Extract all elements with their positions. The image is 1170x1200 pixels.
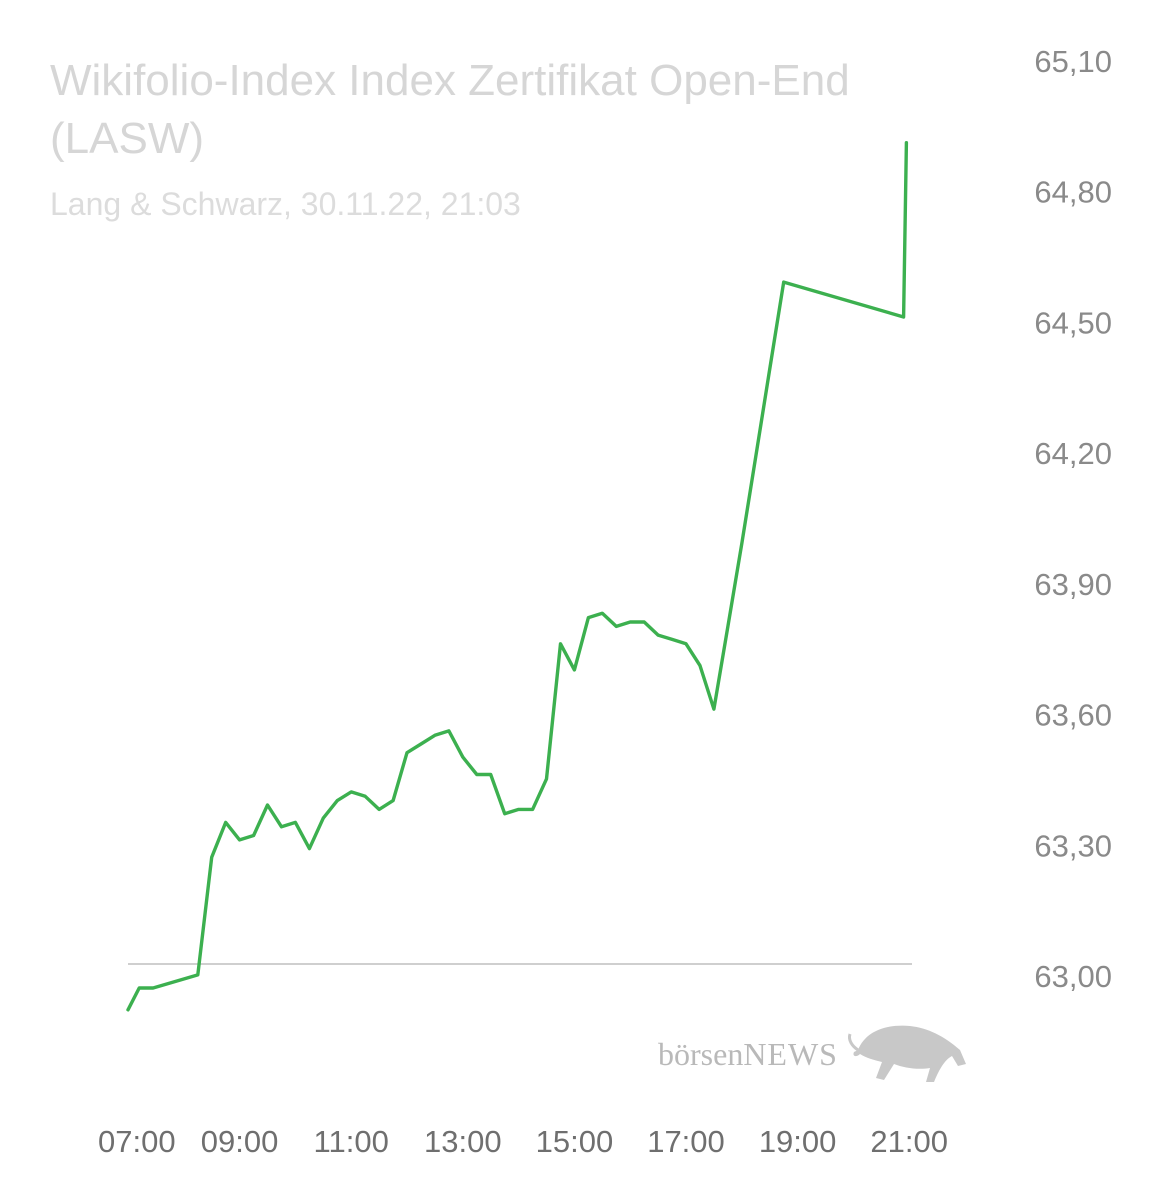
x-tick-label: 21:00 — [870, 1124, 948, 1159]
chart-title: Wikifolio-Index Index Zertifikat Open-En… — [50, 56, 850, 163]
y-tick-label: 64,50 — [1034, 305, 1112, 340]
x-tick-label: 09:00 — [201, 1124, 279, 1159]
watermark-logo: börsenNEWS — [658, 1036, 838, 1073]
x-tick-label: 19:00 — [759, 1124, 837, 1159]
y-tick-label: 65,10 — [1034, 44, 1112, 79]
y-tick-label: 64,20 — [1034, 436, 1112, 471]
y-tick-label: 64,80 — [1034, 175, 1112, 210]
watermark-prefix: börsen — [658, 1036, 744, 1072]
x-tick-label: 11:00 — [314, 1124, 389, 1159]
y-tick-label: 63,90 — [1034, 567, 1112, 602]
price-line — [126, 140, 909, 1012]
x-tick-label: 17:00 — [647, 1124, 725, 1159]
y-tick-label: 63,00 — [1034, 959, 1112, 994]
y-tick-label: 63,30 — [1034, 828, 1112, 863]
watermark-suffix: NEWS — [743, 1036, 838, 1072]
x-tick-label: 13:00 — [424, 1124, 502, 1159]
chart-subtitle: Lang & Schwarz, 30.11.22, 21:03 — [50, 186, 521, 222]
y-tick-label: 63,60 — [1034, 698, 1112, 733]
x-tick-label: 15:00 — [536, 1124, 614, 1159]
x-axis-ticks: 07:00 09:00 11:00 13:00 15:00 17:00 19:00 21:00 — [98, 1124, 948, 1159]
bull-icon — [848, 1025, 966, 1082]
y-axis-ticks: 65,10 64,80 64,50 64,20 63,90 63,60 63,30 63,00 — [1034, 44, 1112, 994]
x-tick-label: 07:00 — [98, 1124, 176, 1159]
